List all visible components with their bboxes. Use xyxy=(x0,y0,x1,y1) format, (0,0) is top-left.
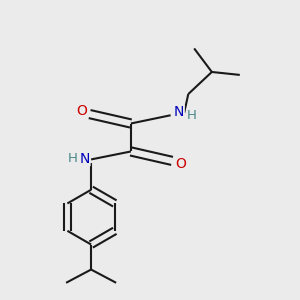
Text: O: O xyxy=(76,104,87,118)
Text: H: H xyxy=(187,109,197,122)
Text: N: N xyxy=(174,105,184,119)
Text: H: H xyxy=(68,152,78,165)
Text: O: O xyxy=(176,157,186,171)
Text: N: N xyxy=(80,152,90,166)
